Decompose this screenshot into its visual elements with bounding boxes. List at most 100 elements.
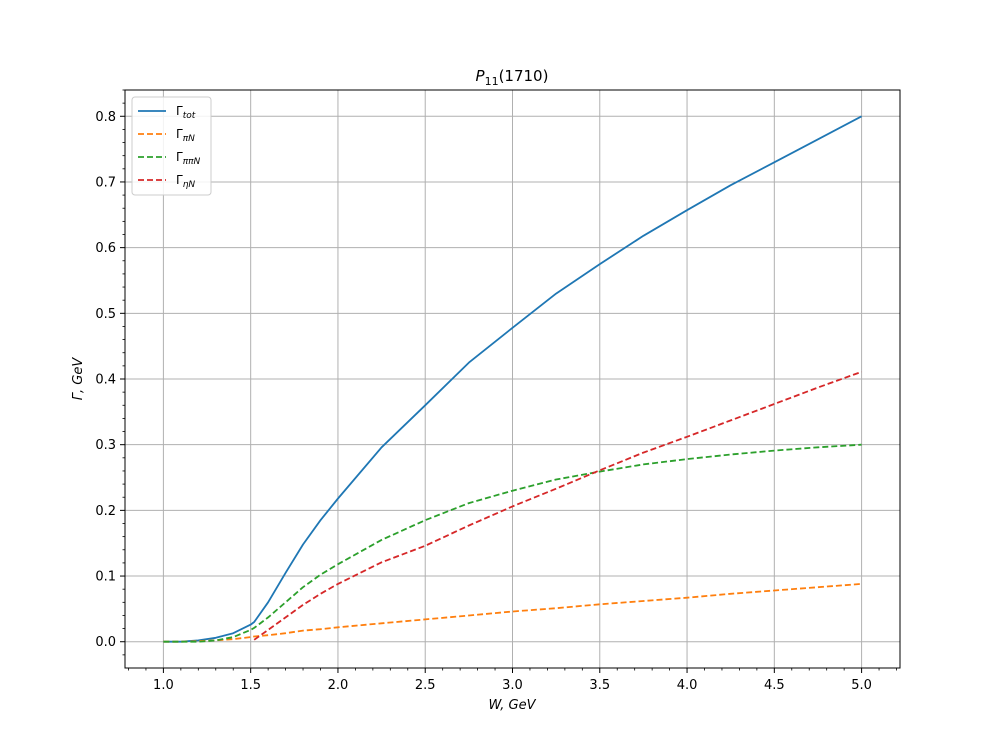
series-3-point <box>512 490 514 492</box>
series-4-point <box>285 616 287 618</box>
series-4-point <box>337 583 339 585</box>
series-3-point <box>773 450 775 452</box>
series-4-point <box>686 436 688 438</box>
y-tick-label: 0.1 <box>95 570 116 585</box>
y-tick-label: 0.0 <box>95 635 116 650</box>
x-tick-label: 5.0 <box>851 678 872 693</box>
x-tick-label: 1.0 <box>153 678 174 693</box>
series-1-point <box>285 572 287 574</box>
x-tick-label: 3.5 <box>589 678 610 693</box>
series-2-point <box>817 586 819 588</box>
series-2-point <box>267 634 269 636</box>
series-2-line <box>163 583 862 643</box>
series-1-point <box>215 637 217 639</box>
legend: Γtot ΓπN ΓππN ΓηN <box>131 96 212 196</box>
series-1-point <box>337 498 339 500</box>
series-3-point <box>267 616 269 618</box>
y-tick-label: 0.6 <box>95 241 116 256</box>
series-4-point <box>773 403 775 405</box>
series-2-point <box>686 597 688 599</box>
legend-label-2: ΓπN <box>176 127 195 144</box>
series-4-line <box>253 370 862 641</box>
legend-label-4: ΓηN <box>176 173 195 190</box>
series-1-point <box>253 621 255 623</box>
series-2-point <box>773 589 775 591</box>
y-tick-label: 0.5 <box>95 307 116 322</box>
series-4-point <box>267 629 269 631</box>
series-1-point <box>773 161 775 163</box>
series-2-point <box>285 632 287 634</box>
series-2-point <box>337 626 339 628</box>
series-1-point <box>250 624 252 626</box>
y-tick-label: 0.7 <box>95 175 116 190</box>
series-3-point <box>250 629 252 631</box>
x-tick-label: 1.5 <box>240 678 261 693</box>
series-3-point <box>180 641 182 643</box>
series-3-point <box>817 446 819 448</box>
series-4-point <box>381 561 383 563</box>
series-3-point <box>424 519 426 521</box>
series-1-point <box>730 184 732 186</box>
series-4-point <box>817 387 819 389</box>
y-axis-label: Γ, GeV <box>71 357 86 401</box>
legend-label-3: ΓππN <box>176 150 201 167</box>
series-3-point <box>730 454 732 456</box>
series-1-point <box>424 404 426 406</box>
x-tick-label: 4.0 <box>677 678 698 693</box>
series-2-point <box>250 636 252 638</box>
series-1-point <box>468 362 470 364</box>
x-tick-label: 2.0 <box>328 678 349 693</box>
x-axis-label: W, GeV <box>488 698 536 713</box>
series-4-point <box>599 469 601 471</box>
grid <box>125 90 900 668</box>
series-2-point <box>253 635 255 637</box>
series-2-point <box>319 628 321 630</box>
series-1-point <box>267 601 269 603</box>
series-3-point <box>381 539 383 541</box>
series-4-point <box>468 524 470 526</box>
legend-label-1: Γtot <box>176 104 196 121</box>
series-1-point <box>319 519 321 521</box>
series-1-point <box>555 293 557 295</box>
series-1-point <box>381 446 383 448</box>
series-3-point <box>215 639 217 641</box>
x-tick-label: 2.5 <box>415 678 436 693</box>
series-2-point <box>381 622 383 624</box>
series-2-point <box>232 638 234 640</box>
series-1-point <box>817 138 819 140</box>
y-tick-label: 0.3 <box>95 438 116 453</box>
series-4-point <box>424 545 426 547</box>
series-4-point <box>319 593 321 595</box>
series-2-point <box>302 630 304 632</box>
series-3-point <box>232 636 234 638</box>
series-3-point <box>302 586 304 588</box>
series-2-point <box>861 583 863 585</box>
series-3-point <box>253 627 255 629</box>
series-2-point <box>468 614 470 616</box>
series-3-point <box>642 463 644 465</box>
series-1-point <box>642 235 644 237</box>
series-1-point <box>512 327 514 329</box>
series-3-point <box>162 641 164 643</box>
y-tick-label: 0.8 <box>95 110 116 125</box>
y-tick-label: 0.2 <box>95 504 116 519</box>
x-tick-label: 3.0 <box>502 678 523 693</box>
series-3-point <box>861 444 863 446</box>
legend-box <box>131 96 212 196</box>
series-4-point <box>642 452 644 454</box>
series-1-point <box>861 115 863 117</box>
series-2-point <box>424 618 426 620</box>
series-1-point <box>686 209 688 211</box>
series-1-point <box>599 263 601 265</box>
series-1-point <box>302 544 304 546</box>
series-3-point <box>285 601 287 603</box>
axis-ticks: 1.0 1.5 2.0 2.5 3.0 3.5 4.0 4.5 5.0 0.0 0.1 0.2 0.3 0… <box>95 89 897 693</box>
series-4-point <box>253 639 255 641</box>
series-1-point <box>232 632 234 634</box>
series-4-point <box>555 488 557 490</box>
series-4-point <box>861 371 863 373</box>
series-3-point <box>319 574 321 576</box>
series-4-point <box>302 604 304 606</box>
